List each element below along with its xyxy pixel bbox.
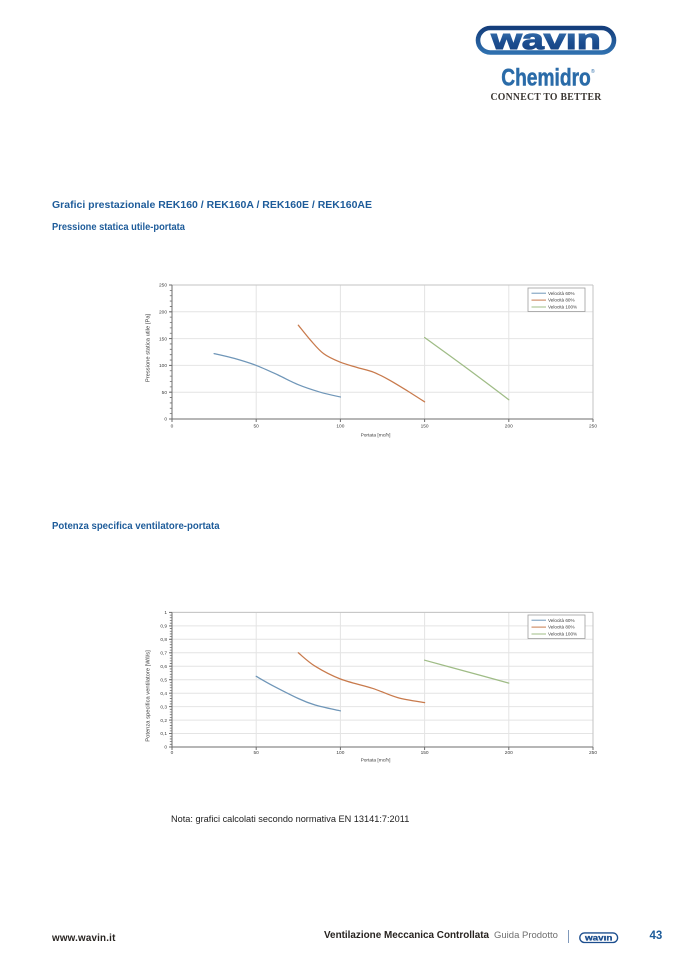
svg-text:50: 50 [162, 390, 168, 396]
svg-text:0: 0 [164, 417, 167, 423]
svg-text:0,2: 0,2 [160, 718, 167, 724]
svg-text:Velocità 80%: Velocità 80% [548, 625, 575, 630]
svg-text:Velocità 60%: Velocità 60% [548, 618, 575, 623]
svg-text:0,4: 0,4 [160, 691, 167, 697]
svg-text:200: 200 [505, 424, 513, 430]
svg-text:0: 0 [171, 750, 174, 756]
svg-text:Velocità 80%: Velocità 80% [548, 298, 575, 303]
svg-text:100: 100 [159, 363, 167, 369]
svg-text:Velocità 100%: Velocità 100% [548, 305, 577, 310]
svg-text:150: 150 [159, 336, 167, 342]
svg-text:Pressione statica utile [Pa]: Pressione statica utile [Pa] [146, 313, 152, 382]
svg-text:0: 0 [171, 424, 174, 430]
svg-text:Portata [mc/h]: Portata [mc/h] [361, 433, 391, 439]
svg-text:Velocità 100%: Velocità 100% [548, 632, 577, 637]
svg-text:100: 100 [336, 750, 344, 756]
svg-text:Velocità 60%: Velocità 60% [548, 291, 575, 296]
svg-text:0: 0 [164, 745, 167, 751]
svg-text:200: 200 [159, 310, 167, 316]
svg-text:50: 50 [254, 424, 260, 430]
svg-text:200: 200 [505, 750, 513, 756]
svg-text:250: 250 [589, 750, 597, 756]
svg-text:0,1: 0,1 [160, 731, 167, 737]
svg-text:0,7: 0,7 [160, 651, 167, 657]
svg-text:Potenza specifica ventilatore: Potenza specifica ventilatore [W/l/s] [146, 650, 152, 742]
svg-text:100: 100 [336, 424, 344, 430]
svg-text:50: 50 [254, 750, 260, 756]
svg-text:0,3: 0,3 [160, 704, 167, 710]
svg-text:wavın: wavın [584, 933, 613, 942]
svg-text:wavın: wavın [490, 24, 601, 56]
svg-text:150: 150 [421, 750, 429, 756]
svg-text:250: 250 [159, 283, 167, 289]
svg-text:Chemidro: Chemidro [501, 63, 591, 91]
svg-text:0,8: 0,8 [160, 637, 167, 643]
svg-text:0,9: 0,9 [160, 624, 167, 630]
svg-text:0,5: 0,5 [160, 677, 167, 683]
svg-text:0,6: 0,6 [160, 664, 167, 670]
svg-text:Portata [mc/h]: Portata [mc/h] [361, 758, 391, 764]
svg-text:CONNECT TO BETTER: CONNECT TO BETTER [491, 91, 602, 103]
svg-text:150: 150 [421, 424, 429, 430]
svg-text:®: ® [591, 68, 595, 75]
svg-text:250: 250 [589, 424, 597, 430]
svg-text:1: 1 [164, 610, 167, 616]
